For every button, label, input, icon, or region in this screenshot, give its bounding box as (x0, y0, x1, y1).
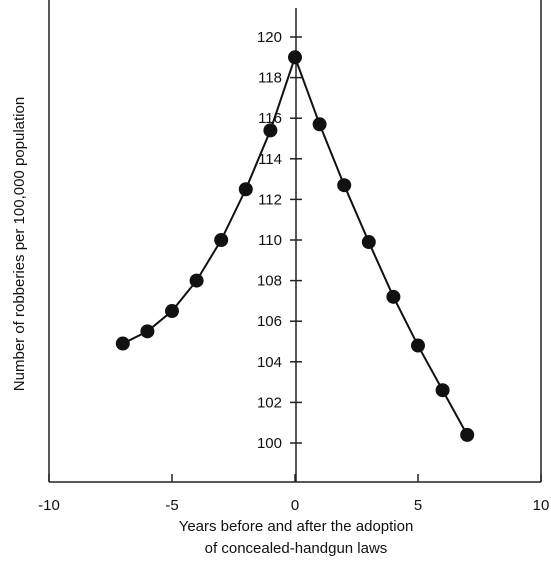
data-point (165, 304, 179, 319)
x-tick-label: 5 (414, 497, 422, 514)
x-tick-label: 10 (533, 497, 550, 514)
data-point (288, 50, 302, 65)
data-point (189, 273, 204, 288)
y-tick-label: 108 (257, 273, 282, 290)
x-tick-label: 0 (291, 497, 299, 514)
data-point (214, 233, 229, 247)
x-axis-title-line2: of concealed-handgun laws (205, 540, 388, 557)
series-group (115, 50, 475, 442)
data-point (140, 324, 155, 339)
y-tick-label: 100 (257, 435, 282, 452)
series-line (122, 54, 469, 436)
data-point (361, 235, 376, 250)
y-tick-label: 114 (258, 151, 282, 168)
y-tick-label: 118 (258, 70, 282, 87)
data-point (386, 289, 401, 304)
y-tick-label: 112 (258, 191, 282, 208)
data-point (460, 427, 475, 442)
data-point (337, 178, 352, 193)
y-tick-label: 102 (257, 394, 282, 411)
x-axis-title-line1: Years before and after the adoption (179, 518, 414, 535)
y-tick-label: 110 (258, 232, 282, 249)
data-point (263, 123, 278, 138)
data-point (411, 338, 425, 353)
y-tick-label: 104 (257, 354, 282, 371)
plot-frame (48, 0, 542, 483)
data-point (312, 117, 327, 132)
x-tick-label: -5 (165, 497, 178, 514)
y-tick-label: 120 (257, 29, 282, 46)
data-point (435, 383, 450, 398)
y-tick-label: 106 (257, 313, 282, 330)
y-axis-title: Number of robberies per 100,000 populati… (11, 97, 28, 391)
data-point (238, 182, 253, 197)
x-ticks: -10 -5 0 5 10 (38, 474, 549, 514)
x-tick-label: -10 (38, 497, 60, 514)
data-point (115, 336, 130, 351)
